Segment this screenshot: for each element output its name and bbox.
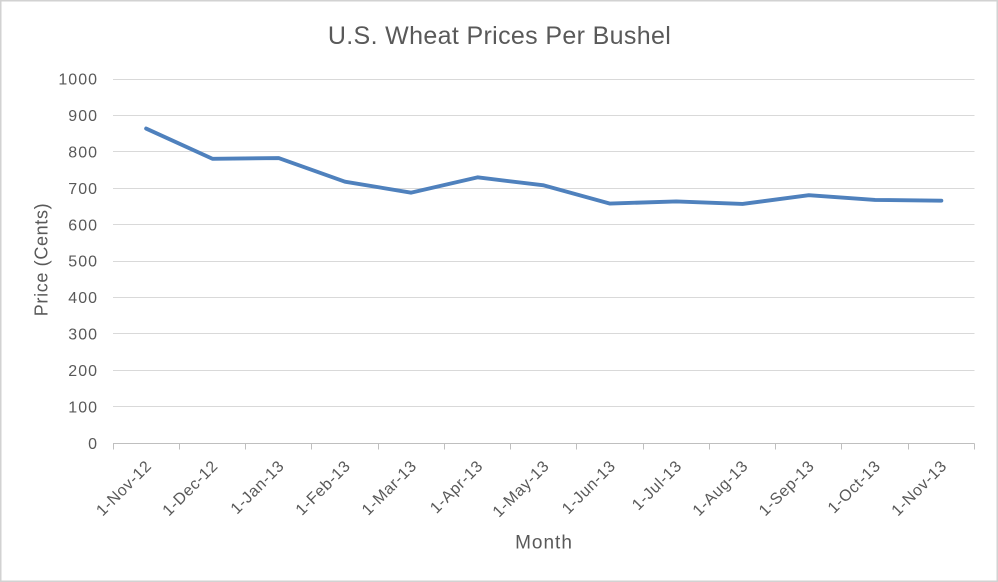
svg-text:U.S. Wheat Prices Per Bushel: U.S. Wheat Prices Per Bushel <box>328 22 671 50</box>
svg-text:1-Dec-12: 1-Dec-12 <box>160 458 222 520</box>
svg-text:1-Feb-13: 1-Feb-13 <box>293 458 354 519</box>
svg-text:0: 0 <box>88 436 98 453</box>
svg-text:1-Jan-13: 1-Jan-13 <box>228 458 288 518</box>
svg-text:1-Jul-13: 1-Jul-13 <box>629 458 685 514</box>
svg-text:600: 600 <box>68 217 98 234</box>
svg-text:100: 100 <box>68 399 98 416</box>
svg-text:1000: 1000 <box>58 72 98 89</box>
svg-text:1-Nov-12: 1-Nov-12 <box>93 458 155 520</box>
svg-text:500: 500 <box>68 254 98 271</box>
svg-text:200: 200 <box>68 363 98 380</box>
svg-text:1-Mar-13: 1-Mar-13 <box>359 458 420 519</box>
svg-text:1-May-13: 1-May-13 <box>490 458 553 521</box>
svg-text:1-Nov-13: 1-Nov-13 <box>889 458 951 520</box>
svg-text:800: 800 <box>68 144 98 161</box>
svg-text:Month: Month <box>515 533 573 554</box>
svg-text:1-Sep-13: 1-Sep-13 <box>756 458 818 520</box>
svg-text:900: 900 <box>68 108 98 125</box>
svg-text:700: 700 <box>68 181 98 198</box>
svg-text:400: 400 <box>68 290 98 307</box>
svg-text:Price (Cents): Price (Cents) <box>32 203 52 316</box>
svg-text:1-Aug-13: 1-Aug-13 <box>690 458 752 520</box>
svg-text:300: 300 <box>68 327 98 344</box>
svg-text:1-Jun-13: 1-Jun-13 <box>559 458 619 518</box>
svg-text:1-Apr-13: 1-Apr-13 <box>427 458 486 517</box>
svg-text:1-Oct-13: 1-Oct-13 <box>825 458 884 517</box>
